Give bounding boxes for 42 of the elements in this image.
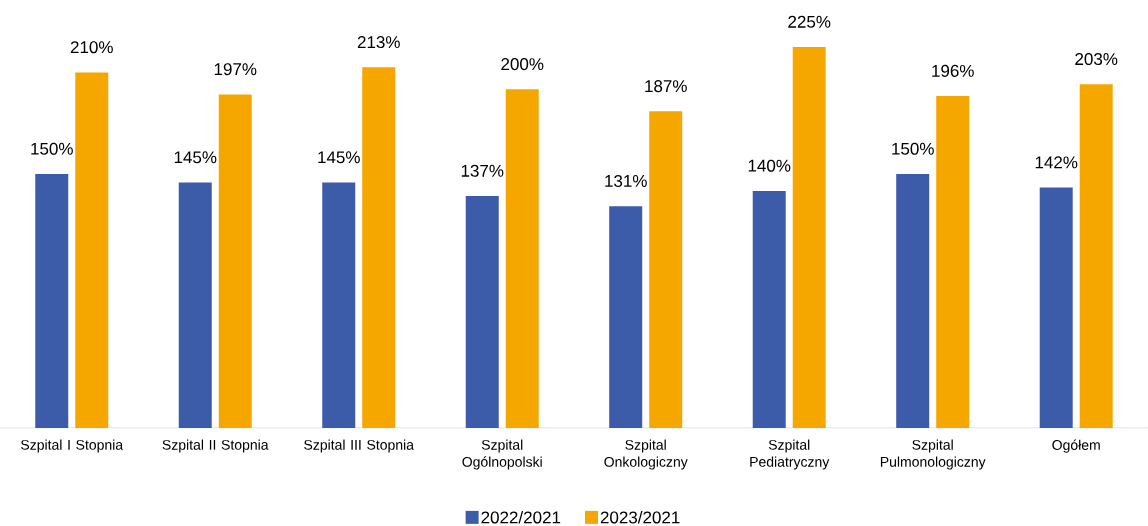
data-label: 145% bbox=[318, 151, 360, 164]
x-tick-label: Szpital Pulmonologiczny bbox=[880, 439, 986, 470]
data-label: 145% bbox=[174, 151, 217, 164]
bar bbox=[505, 89, 539, 428]
data-label: 137% bbox=[461, 164, 504, 177]
bar bbox=[35, 173, 69, 428]
data-label: 140% bbox=[748, 159, 791, 172]
x-tick-label: Szpital Ogólnopolski bbox=[462, 439, 542, 470]
data-label: 200% bbox=[501, 58, 544, 71]
x-tick-label: Szpital Pediatryczny bbox=[750, 439, 830, 470]
bar bbox=[792, 46, 826, 428]
x-tick-label: Szpital II Stopnia bbox=[162, 439, 269, 453]
bar bbox=[465, 196, 499, 428]
bar bbox=[752, 190, 786, 428]
bar bbox=[609, 206, 643, 428]
data-label: 131% bbox=[605, 174, 647, 187]
bar bbox=[218, 94, 252, 428]
data-label: 150% bbox=[892, 142, 934, 155]
data-label: 150% bbox=[31, 142, 73, 155]
data-label: 210% bbox=[70, 41, 113, 54]
bar bbox=[362, 67, 396, 428]
bar bbox=[322, 182, 356, 428]
data-label: 187% bbox=[645, 80, 687, 93]
bar bbox=[649, 111, 683, 428]
bar bbox=[1039, 187, 1073, 428]
legend-label: 2023/2021 bbox=[600, 510, 680, 524]
x-tick-label: Ogółem bbox=[1052, 439, 1100, 453]
bar bbox=[936, 96, 970, 428]
bar bbox=[1079, 84, 1113, 428]
legend-label: 2022/2021 bbox=[481, 510, 561, 524]
data-label: 142% bbox=[1035, 156, 1078, 169]
data-label: 197% bbox=[214, 63, 257, 76]
bar bbox=[75, 72, 109, 428]
data-label: 213% bbox=[357, 36, 400, 49]
x-tick-label: Szpital I Stopnia bbox=[21, 439, 124, 453]
data-label: 225% bbox=[788, 15, 831, 28]
data-label: 196% bbox=[932, 64, 974, 77]
x-tick-label: Szpital Onkologiczny bbox=[604, 439, 688, 470]
bar bbox=[896, 173, 930, 428]
x-tick-label: Szpital III Stopnia bbox=[304, 439, 414, 453]
data-label: 203% bbox=[1075, 53, 1118, 66]
bar bbox=[178, 182, 212, 428]
